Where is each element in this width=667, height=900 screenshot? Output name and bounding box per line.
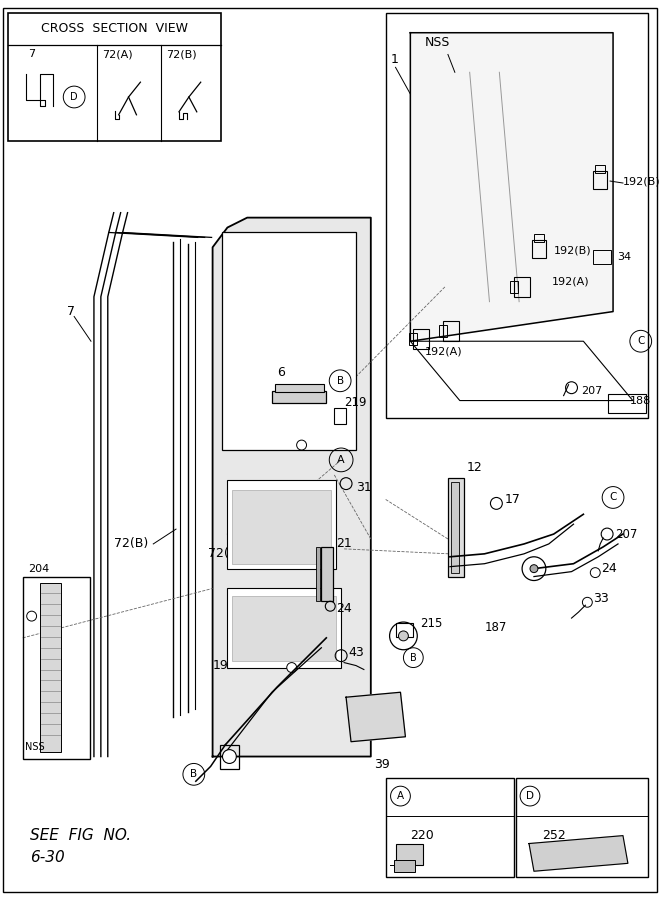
Text: 207: 207 [615, 527, 638, 541]
Polygon shape [410, 32, 613, 341]
Circle shape [223, 750, 236, 763]
Text: 43: 43 [348, 646, 364, 659]
Text: 204: 204 [28, 563, 49, 573]
Text: 72(A): 72(A) [207, 547, 241, 561]
Text: 12: 12 [467, 462, 482, 474]
Text: B: B [337, 376, 344, 386]
Circle shape [522, 557, 546, 580]
Text: 7: 7 [28, 50, 35, 59]
Circle shape [398, 631, 408, 641]
Bar [23, 577, 90, 760]
Text: 188: 188 [630, 396, 651, 406]
Polygon shape [213, 218, 371, 757]
Circle shape [530, 564, 538, 572]
Text: 31: 31 [356, 482, 372, 494]
Text: 72(A): 72(A) [102, 50, 133, 59]
Text: 219: 219 [344, 396, 367, 409]
Text: 19: 19 [213, 659, 228, 672]
Text: 220: 220 [410, 829, 434, 842]
Bar [272, 391, 326, 402]
Circle shape [287, 386, 297, 396]
Bar [394, 860, 416, 872]
Text: B: B [190, 770, 197, 779]
Text: 33: 33 [593, 592, 609, 605]
Text: 72(B): 72(B) [113, 537, 148, 551]
Text: 72(B): 72(B) [166, 50, 197, 59]
Bar [448, 478, 464, 577]
Bar [510, 281, 518, 292]
Bar [8, 13, 221, 141]
Circle shape [297, 440, 307, 450]
Bar [232, 597, 336, 661]
Text: NSS: NSS [25, 742, 44, 751]
Bar [414, 329, 429, 349]
Bar [396, 623, 414, 637]
Text: A: A [338, 454, 345, 465]
Circle shape [390, 622, 418, 650]
Bar [593, 250, 611, 264]
Text: 6-30: 6-30 [29, 850, 65, 865]
Text: C: C [610, 492, 617, 502]
Text: 39: 39 [374, 758, 390, 771]
Bar [232, 490, 331, 563]
Text: D: D [70, 92, 78, 102]
Circle shape [287, 662, 297, 672]
Bar [534, 234, 544, 242]
Bar [275, 383, 324, 392]
Bar [514, 277, 530, 297]
Bar [443, 321, 459, 341]
Bar [39, 583, 61, 752]
Text: CROSS  SECTION  VIEW: CROSS SECTION VIEW [41, 22, 187, 35]
Bar [593, 171, 607, 189]
Bar [532, 240, 546, 258]
Bar [386, 778, 514, 878]
Text: A: A [397, 791, 404, 801]
Text: B: B [410, 652, 417, 662]
Bar [451, 482, 459, 572]
Text: 17: 17 [504, 493, 520, 506]
Text: 192(B): 192(B) [623, 176, 660, 186]
Bar [227, 589, 341, 668]
Text: 215: 215 [420, 616, 443, 629]
Bar [439, 326, 447, 338]
Bar [223, 232, 356, 450]
Text: 24: 24 [601, 562, 617, 575]
Text: C: C [637, 337, 644, 347]
Text: NSS: NSS [425, 36, 451, 50]
Bar [316, 547, 320, 601]
Bar [386, 13, 648, 419]
Bar [219, 744, 239, 770]
Text: 7: 7 [67, 305, 75, 318]
Text: D: D [526, 791, 534, 801]
Bar [227, 480, 336, 569]
Text: 24: 24 [336, 602, 352, 615]
Bar [396, 843, 423, 865]
Text: 1: 1 [391, 53, 398, 66]
Bar [321, 547, 334, 601]
Text: 21: 21 [336, 537, 352, 551]
Bar [608, 393, 646, 413]
Bar [516, 778, 648, 878]
Text: 207: 207 [582, 386, 603, 396]
Bar [334, 409, 346, 424]
Text: 192(A): 192(A) [552, 277, 590, 287]
Text: 187: 187 [484, 622, 507, 634]
Bar [410, 333, 418, 346]
Text: 192(B): 192(B) [554, 246, 592, 256]
Bar [595, 166, 605, 173]
Text: 252: 252 [542, 829, 566, 842]
Text: 6: 6 [277, 366, 285, 380]
Polygon shape [529, 835, 628, 871]
Text: 192(A): 192(A) [425, 346, 463, 356]
Text: 34: 34 [617, 252, 631, 262]
Text: SEE  FIG  NO.: SEE FIG NO. [29, 828, 131, 843]
Polygon shape [346, 692, 406, 742]
